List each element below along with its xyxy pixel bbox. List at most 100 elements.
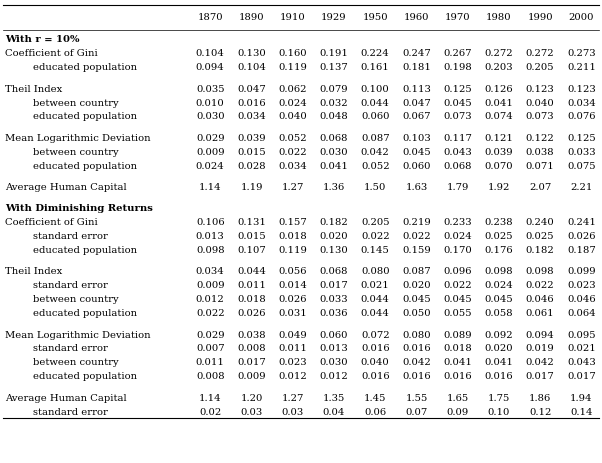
Text: 0.10: 0.10 — [488, 407, 510, 416]
Text: 0.039: 0.039 — [485, 147, 514, 156]
Text: 0.042: 0.042 — [526, 357, 554, 367]
Text: 0.018: 0.018 — [278, 232, 307, 241]
Text: 0.068: 0.068 — [444, 161, 472, 170]
Text: 0.094: 0.094 — [196, 63, 225, 72]
Text: 0.04: 0.04 — [323, 407, 345, 416]
Text: 0.098: 0.098 — [485, 267, 514, 276]
Text: 0.130: 0.130 — [237, 49, 266, 58]
Text: 1929: 1929 — [321, 13, 347, 21]
Text: 0.024: 0.024 — [485, 281, 514, 290]
Text: 0.02: 0.02 — [199, 407, 222, 416]
Text: 0.238: 0.238 — [485, 218, 514, 227]
Text: 0.096: 0.096 — [444, 267, 472, 276]
Text: 0.100: 0.100 — [361, 84, 389, 94]
Text: 0.017: 0.017 — [320, 281, 349, 290]
Text: 1960: 1960 — [404, 13, 429, 21]
Text: 0.043: 0.043 — [567, 357, 596, 367]
Text: 0.024: 0.024 — [196, 161, 225, 170]
Text: 0.07: 0.07 — [405, 407, 427, 416]
Text: 0.011: 0.011 — [196, 357, 225, 367]
Text: 0.020: 0.020 — [402, 281, 431, 290]
Text: 1.35: 1.35 — [323, 393, 345, 402]
Text: 0.045: 0.045 — [443, 294, 472, 304]
Text: 0.061: 0.061 — [526, 308, 554, 318]
Text: Coefficient of Gini: Coefficient of Gini — [5, 49, 98, 58]
Text: 0.046: 0.046 — [526, 294, 554, 304]
Text: 0.024: 0.024 — [443, 232, 472, 241]
Text: 2.07: 2.07 — [529, 182, 551, 192]
Text: 1.55: 1.55 — [405, 393, 427, 402]
Text: 0.06: 0.06 — [364, 407, 386, 416]
Text: educated population: educated population — [33, 371, 137, 381]
Text: 0.198: 0.198 — [443, 63, 472, 72]
Text: 0.060: 0.060 — [402, 161, 430, 170]
Text: 0.022: 0.022 — [361, 232, 389, 241]
Text: Coefficient of Gini: Coefficient of Gini — [5, 218, 98, 227]
Text: 0.016: 0.016 — [402, 344, 431, 353]
Text: 1990: 1990 — [527, 13, 553, 21]
Text: 0.050: 0.050 — [402, 308, 431, 318]
Text: 1.27: 1.27 — [282, 182, 304, 192]
Text: 0.025: 0.025 — [526, 232, 554, 241]
Text: 0.094: 0.094 — [526, 330, 554, 339]
Text: 0.095: 0.095 — [567, 330, 596, 339]
Text: 0.022: 0.022 — [526, 281, 554, 290]
Text: standard error: standard error — [33, 407, 108, 416]
Text: 0.089: 0.089 — [443, 330, 472, 339]
Text: between country: between country — [33, 294, 119, 304]
Text: 0.048: 0.048 — [320, 112, 349, 121]
Text: 0.073: 0.073 — [443, 112, 472, 121]
Text: 0.020: 0.020 — [320, 232, 349, 241]
Text: between country: between country — [33, 357, 119, 367]
Text: 0.034: 0.034 — [278, 161, 307, 170]
Text: 0.123: 0.123 — [526, 84, 554, 94]
Text: 0.273: 0.273 — [567, 49, 596, 58]
Text: 0.041: 0.041 — [485, 98, 514, 107]
Text: 0.034: 0.034 — [567, 98, 596, 107]
Text: between country: between country — [33, 147, 119, 156]
Text: Theil Index: Theil Index — [5, 84, 62, 94]
Text: 0.073: 0.073 — [526, 112, 554, 121]
Text: 0.018: 0.018 — [237, 294, 266, 304]
Text: 0.159: 0.159 — [402, 245, 431, 255]
Text: 0.045: 0.045 — [402, 147, 431, 156]
Text: Average Human Capital: Average Human Capital — [5, 182, 126, 192]
Text: 0.103: 0.103 — [402, 133, 431, 143]
Text: 1.63: 1.63 — [405, 182, 427, 192]
Text: 0.022: 0.022 — [196, 308, 225, 318]
Text: 0.160: 0.160 — [278, 49, 307, 58]
Text: 0.019: 0.019 — [526, 344, 554, 353]
Text: 0.026: 0.026 — [279, 294, 307, 304]
Text: 0.182: 0.182 — [320, 218, 349, 227]
Text: 0.022: 0.022 — [402, 232, 431, 241]
Text: 0.038: 0.038 — [526, 147, 554, 156]
Text: standard error: standard error — [33, 281, 108, 290]
Text: 1.92: 1.92 — [488, 182, 510, 192]
Text: 0.09: 0.09 — [447, 407, 469, 416]
Text: 0.070: 0.070 — [485, 161, 514, 170]
Text: 0.14: 0.14 — [570, 407, 592, 416]
Text: 1.94: 1.94 — [570, 393, 592, 402]
Text: 0.043: 0.043 — [443, 147, 472, 156]
Text: 0.074: 0.074 — [485, 112, 514, 121]
Text: 0.076: 0.076 — [567, 112, 595, 121]
Text: 0.049: 0.049 — [278, 330, 307, 339]
Text: 0.036: 0.036 — [320, 308, 348, 318]
Text: 0.176: 0.176 — [485, 245, 514, 255]
Text: 0.041: 0.041 — [485, 357, 514, 367]
Text: 0.026: 0.026 — [237, 308, 265, 318]
Text: 0.014: 0.014 — [278, 281, 307, 290]
Text: 0.040: 0.040 — [361, 357, 389, 367]
Text: 1.45: 1.45 — [364, 393, 386, 402]
Text: 0.056: 0.056 — [279, 267, 307, 276]
Text: 0.119: 0.119 — [278, 63, 307, 72]
Text: 0.042: 0.042 — [361, 147, 389, 156]
Text: 0.121: 0.121 — [485, 133, 514, 143]
Text: 0.038: 0.038 — [237, 330, 266, 339]
Text: 0.045: 0.045 — [485, 294, 514, 304]
Text: 0.064: 0.064 — [567, 308, 596, 318]
Text: 1.79: 1.79 — [447, 182, 469, 192]
Text: 0.020: 0.020 — [485, 344, 514, 353]
Text: 0.041: 0.041 — [320, 161, 349, 170]
Text: 0.033: 0.033 — [320, 294, 349, 304]
